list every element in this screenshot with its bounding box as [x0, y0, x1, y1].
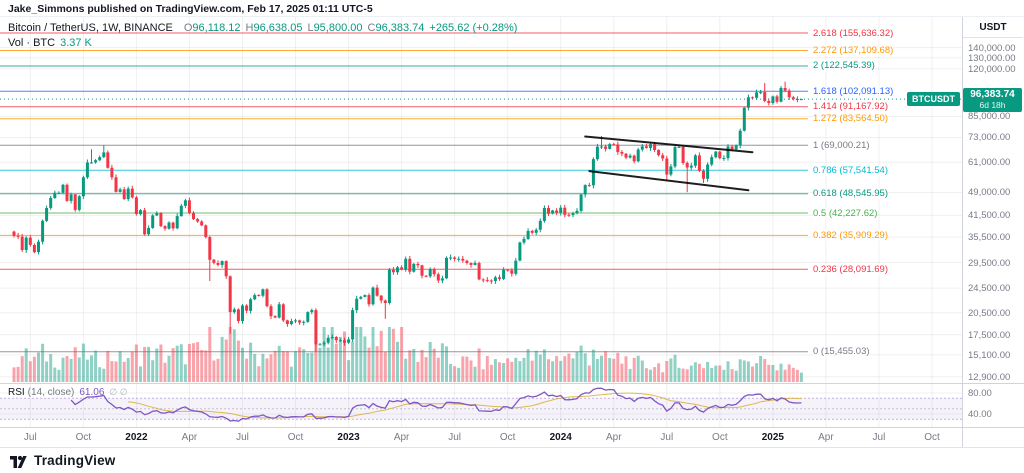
price-axis-label: 12,900.00 [968, 371, 1011, 383]
pane-separators [0, 17, 1024, 447]
volume-label: Vol · BTC [8, 37, 56, 49]
time-axis-label: 2024 [549, 432, 572, 443]
publisher-text: Jake_Simmons published on TradingView.co… [8, 3, 373, 15]
price-axis-label: 130,000.00 [968, 52, 1016, 64]
time-axis-label: Apr [605, 432, 622, 443]
price-axis-label: 85,000.00 [968, 111, 1011, 123]
price-axis-label: 140,000.00 [968, 42, 1016, 54]
trendlines[interactable] [584, 135, 754, 192]
last-price-value: 96,383.74 [970, 89, 1015, 100]
ohlc-high-value: 96,638.05 [253, 22, 303, 34]
ohlc-low-value: 95,800.00 [313, 22, 363, 34]
rsi-params: (14, close) [27, 387, 75, 398]
fib-level-label: 1.618 (102,091.13) [813, 85, 894, 97]
volume-value: 3.37 K [60, 37, 92, 49]
price-axis-label: 61,000.00 [968, 157, 1011, 169]
rsi-axis-label: 40.00 [968, 409, 992, 420]
price-axis-currency-label: USDT [963, 22, 1023, 38]
rsi-extra-values: ∅ ∅ [109, 387, 128, 397]
time-axis-label: Jul [872, 432, 886, 443]
fib-level-label: 0.618 (48,545.95) [813, 188, 889, 200]
time-axis-label: Jul [448, 432, 462, 443]
candles [12, 81, 803, 352]
price-axis-label: 17,500.00 [968, 329, 1011, 341]
ohlc-open-value: 96,118.12 [192, 22, 241, 34]
ohlc-open-label: O [183, 22, 193, 34]
change-value: +265.62 (+0.28%) [429, 22, 518, 34]
price-axis-label: 24,500.00 [968, 283, 1011, 295]
time-axis-label: Oct [75, 432, 92, 443]
rsi-line [70, 387, 802, 422]
legend-volume-row[interactable]: Vol · BTC 3.37 K [8, 36, 517, 50]
price-axis-label: 35,500.00 [968, 231, 1011, 243]
rsi-band [0, 397, 962, 420]
time-axis-label: 2025 [761, 432, 784, 443]
tradingview-logo-icon[interactable] [10, 454, 28, 468]
rsi-value: 61.06 [79, 387, 105, 398]
time-axis-label: Oct [712, 432, 728, 443]
rsi-legend[interactable]: RSI (14, close) 61.06 ∅ ∅ [8, 387, 128, 398]
price-axis-label: 120,000.00 [968, 63, 1016, 75]
time-axis-label: Oct [924, 432, 940, 443]
fib-level-label: 1.272 (83,564.50) [813, 113, 889, 125]
tradingview-brand[interactable]: TradingView [34, 453, 116, 468]
price-axis-label: 20,500.00 [968, 307, 1011, 319]
time-axis-label: Jul [660, 432, 674, 443]
time-axis-label: Oct [287, 432, 304, 443]
symbol-price-flag: BTCUSDT [907, 92, 960, 106]
grid [0, 17, 962, 427]
fib-lines [0, 32, 808, 353]
rsi-axis-label: 80.00 [968, 388, 992, 399]
chart-legend: Bitcoin / TetherUS, 1W, BINANCE O96,118.1… [8, 21, 517, 51]
legend-symbol-row[interactable]: Bitcoin / TetherUS, 1W, BINANCE O96,118.1… [8, 21, 517, 35]
fib-level-label: 1.414 (91,167.92) [813, 101, 889, 113]
time-axis-label: Jul [236, 432, 249, 443]
price-axis-label: 15,100.00 [968, 349, 1011, 361]
time-axis-label: Apr [818, 432, 834, 443]
fib-level-label: 2 (122,545.39) [813, 60, 875, 72]
fib-level-label: 0.5 (42,227.62) [813, 207, 878, 219]
price-axis-label: 29,500.00 [968, 257, 1011, 269]
price-axis-label: 73,000.00 [968, 132, 1011, 144]
last-price-badge: 96,383.74 6d 18h [963, 88, 1022, 112]
ohlc-low-label: L [307, 22, 314, 34]
fib-level-label: 0.786 (57,541.54) [813, 164, 889, 176]
time-axis-label: Apr [393, 432, 410, 443]
fib-level-label: 0.382 (35,909.29) [813, 229, 889, 241]
fib-level-label: 1 (69,000.21) [813, 139, 870, 151]
time-axis-label: Oct [499, 432, 516, 443]
time-axis-label: 2023 [337, 432, 360, 443]
ohlc-close-value: 96,383.74 [375, 22, 425, 34]
symbol-title[interactable]: Bitcoin / TetherUS, 1W, BINANCE [8, 22, 173, 34]
volume-bars [12, 327, 803, 382]
time-axis-label: Apr [181, 432, 198, 443]
fib-level-label: 2.272 (137,109.68) [813, 44, 894, 56]
time-axis-label: 2022 [125, 432, 148, 443]
price-axis-label: 41,500.00 [968, 210, 1011, 222]
time-axis-label: Jul [23, 432, 37, 443]
bar-countdown: 6d 18h [979, 100, 1006, 110]
publisher-bar: Jake_Simmons published on TradingView.co… [0, 0, 1024, 17]
fib-level-label: 0.236 (28,091.69) [813, 263, 889, 275]
fib-level-label: 0 (15,455.03) [813, 346, 870, 358]
fib-level-label: 2.618 (155,636.32) [813, 27, 894, 39]
footer: TradingView [0, 447, 1024, 473]
rsi-title[interactable]: RSI [8, 387, 25, 398]
ohlc-close-label: C [367, 22, 376, 34]
price-axis-label: 49,000.00 [968, 187, 1011, 199]
ohlc-high-label: H [245, 22, 254, 34]
